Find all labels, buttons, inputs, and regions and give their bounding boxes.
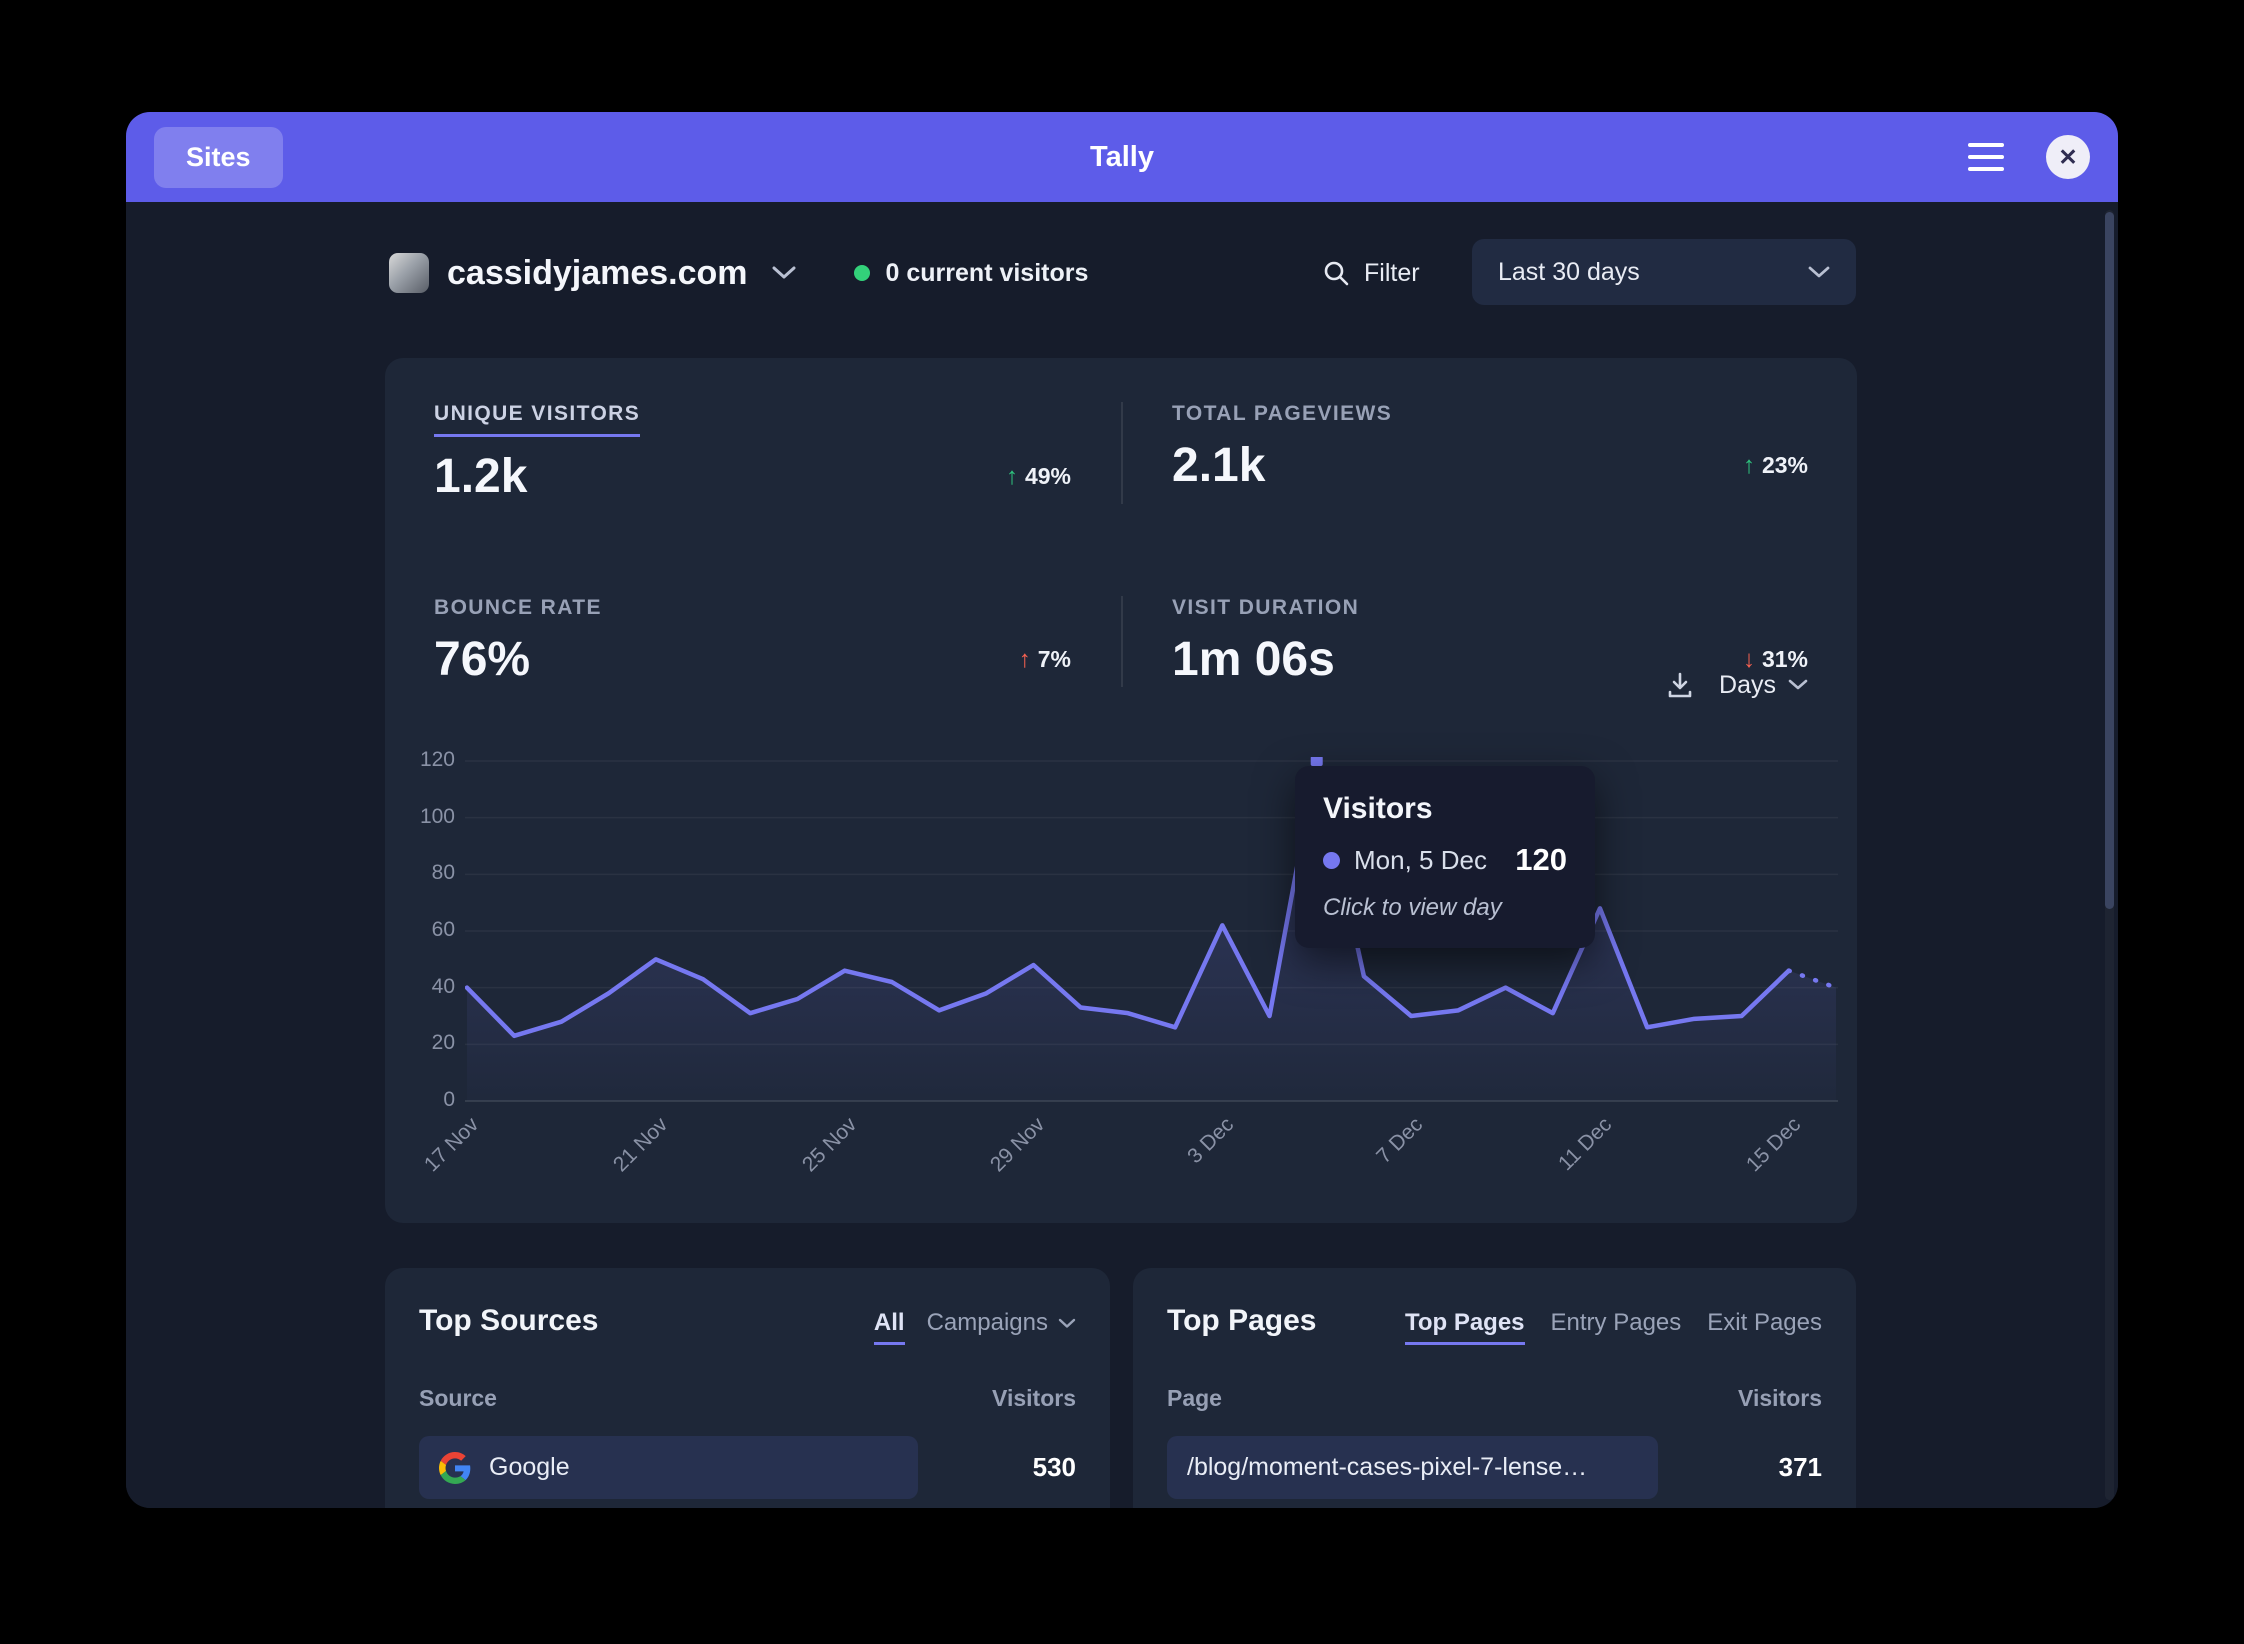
google-icon bbox=[439, 1451, 471, 1484]
download-icon bbox=[1668, 672, 1692, 698]
search-icon bbox=[1324, 261, 1349, 286]
menu-button[interactable] bbox=[1962, 137, 2010, 177]
arrow-up-icon: ↑ bbox=[1005, 462, 1018, 490]
chevron-down-icon bbox=[1788, 679, 1808, 690]
main-content: cassidyjames.com 0 current visitors Filt… bbox=[126, 202, 2118, 1508]
stat-visit-duration[interactable]: VISIT DURATION 1m 06s ↓ 31% bbox=[1121, 596, 1808, 687]
x-axis-label: 29 Nov bbox=[986, 1113, 1050, 1177]
stat-label: TOTAL PAGEVIEWS bbox=[1172, 402, 1393, 425]
visitors-line-chart[interactable] bbox=[465, 757, 1838, 1105]
y-axis-label: 100 bbox=[419, 804, 455, 828]
chevron-down-icon bbox=[1058, 1318, 1076, 1328]
column-header-page: Page bbox=[1167, 1385, 1222, 1411]
column-header-source: Source bbox=[419, 1385, 497, 1411]
tab-entry-pages[interactable]: Entry Pages bbox=[1550, 1309, 1682, 1336]
sources-campaigns-select[interactable]: Campaigns bbox=[927, 1309, 1076, 1337]
top-pages-card: Top Pages Top Pages Entry Pages Exit Pag… bbox=[1133, 1268, 1856, 1508]
stat-unique-visitors[interactable]: UNIQUE VISITORS 1.2k ↑ 49% bbox=[434, 402, 1121, 504]
stat-delta: 23% bbox=[1761, 452, 1808, 478]
stat-bounce-rate[interactable]: BOUNCE RATE 76% ↑ 7% bbox=[434, 596, 1121, 687]
download-button[interactable] bbox=[1665, 670, 1695, 700]
close-icon: ✕ bbox=[2058, 143, 2078, 170]
x-axis-label: 25 Nov bbox=[797, 1113, 861, 1177]
table-row[interactable]: Google 530 bbox=[419, 1436, 1076, 1499]
y-axis-label: 0 bbox=[443, 1088, 455, 1111]
site-avatar bbox=[389, 253, 429, 293]
source-name: Google bbox=[489, 1453, 570, 1481]
tooltip-title: Visitors bbox=[1323, 792, 1433, 825]
tab-exit-pages[interactable]: Exit Pages bbox=[1707, 1309, 1822, 1336]
top-sources-title: Top Sources bbox=[419, 1304, 599, 1337]
arrow-up-icon: ↑ bbox=[1018, 645, 1031, 673]
stat-label: UNIQUE VISITORS bbox=[434, 402, 641, 437]
x-axis-label: 15 Dec bbox=[1741, 1113, 1806, 1177]
stat-delta: 31% bbox=[1761, 646, 1808, 672]
window-title: Tally bbox=[1090, 140, 1154, 173]
stat-total-pageviews[interactable]: TOTAL PAGEVIEWS 2.1k ↑ 23% bbox=[1121, 402, 1808, 504]
y-axis-label: 80 bbox=[431, 861, 455, 885]
source-visitors: 530 bbox=[1032, 1452, 1076, 1482]
top-sources-card: Top Sources All Campaigns Source Visitor… bbox=[385, 1268, 1110, 1508]
analytics-card: UNIQUE VISITORS 1.2k ↑ 49% TOTAL PAGEVIEW… bbox=[385, 358, 1857, 1223]
stat-value: 2.1k bbox=[1172, 439, 1266, 492]
x-axis-label: 11 Dec bbox=[1554, 1113, 1617, 1176]
y-axis-label: 120 bbox=[419, 748, 455, 771]
filter-label: Filter bbox=[1364, 258, 1420, 287]
close-button[interactable]: ✕ bbox=[2046, 135, 2090, 179]
site-selector[interactable]: cassidyjames.com bbox=[389, 253, 796, 293]
interval-select[interactable]: Days bbox=[1719, 671, 1808, 700]
stat-delta: 49% bbox=[1024, 463, 1071, 489]
y-axis-label: 20 bbox=[431, 1031, 455, 1055]
campaigns-label: Campaigns bbox=[926, 1309, 1048, 1336]
y-axis-label: 40 bbox=[431, 974, 455, 998]
stat-value: 1.2k bbox=[434, 450, 528, 503]
sources-filter-all[interactable]: All bbox=[873, 1309, 905, 1345]
stat-label: BOUNCE RATE bbox=[434, 596, 602, 619]
x-axis-label: 3 Dec bbox=[1183, 1113, 1239, 1169]
site-name: cassidyjames.com bbox=[447, 253, 748, 292]
sites-button[interactable]: Sites bbox=[154, 126, 283, 188]
current-visitors-label: 0 current visitors bbox=[885, 258, 1089, 287]
header-bar: Sites Tally ✕ bbox=[126, 112, 2118, 202]
tooltip-hint: Click to view day bbox=[1323, 894, 1502, 921]
y-axis: 0 20 40 60 80 100 120 bbox=[385, 358, 455, 1223]
x-axis-label: 21 Nov bbox=[608, 1113, 673, 1177]
hamburger-icon bbox=[1968, 143, 2004, 147]
hamburger-icon bbox=[1968, 155, 2004, 159]
column-header-visitors: Visitors bbox=[992, 1385, 1076, 1411]
live-dot-icon bbox=[853, 265, 870, 281]
page-path: /blog/moment-cases-pixel-7-lense… bbox=[1187, 1453, 1588, 1481]
current-visitors-indicator: 0 current visitors bbox=[853, 258, 1089, 288]
app-window: Sites Tally ✕ cassidyjames.com bbox=[126, 112, 2118, 1508]
tab-top-pages[interactable]: Top Pages bbox=[1404, 1309, 1525, 1345]
stat-delta: 7% bbox=[1037, 646, 1071, 672]
tooltip-date: Mon, 5 Dec bbox=[1354, 844, 1487, 875]
page-visitors: 371 bbox=[1778, 1452, 1822, 1482]
scrollbar bbox=[2105, 210, 2114, 1500]
stat-label: VISIT DURATION bbox=[1172, 596, 1360, 619]
scrollbar-handle[interactable] bbox=[2105, 212, 2114, 909]
hamburger-icon bbox=[1968, 167, 2004, 171]
arrow-up-icon: ↑ bbox=[1742, 451, 1755, 479]
top-pages-title: Top Pages bbox=[1167, 1304, 1317, 1337]
filter-button[interactable]: Filter bbox=[1322, 240, 1420, 306]
chevron-down-icon bbox=[1808, 266, 1830, 277]
x-axis-label: 7 Dec bbox=[1372, 1113, 1428, 1169]
series-dot-icon bbox=[1323, 851, 1340, 869]
arrow-down-icon: ↓ bbox=[1742, 645, 1755, 673]
interval-value: Days bbox=[1719, 670, 1776, 699]
y-axis-label: 60 bbox=[431, 918, 455, 941]
tooltip-value: 120 bbox=[1515, 842, 1567, 877]
stat-value: 76% bbox=[434, 633, 531, 686]
chevron-down-icon bbox=[772, 266, 796, 279]
date-range-select[interactable]: Last 30 days bbox=[1472, 239, 1856, 305]
chart-tooltip: Visitors Mon, 5 Dec 120 Click to view da… bbox=[1295, 766, 1595, 948]
table-row[interactable]: /blog/moment-cases-pixel-7-lense… 371 bbox=[1167, 1436, 1822, 1499]
column-header-visitors: Visitors bbox=[1738, 1385, 1822, 1411]
stat-value: 1m 06s bbox=[1172, 633, 1335, 686]
date-range-value: Last 30 days bbox=[1498, 257, 1640, 286]
